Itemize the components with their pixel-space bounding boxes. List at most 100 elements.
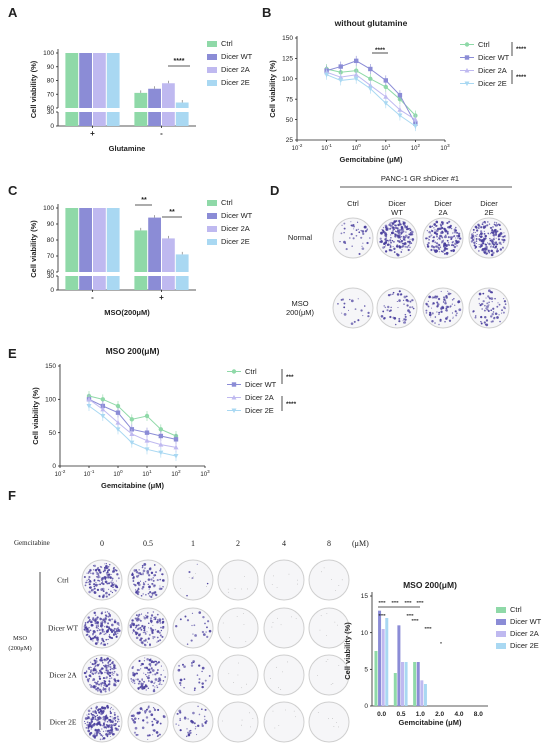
colony [395, 220, 398, 223]
colony [349, 298, 351, 301]
colony [89, 637, 92, 639]
data-point [129, 417, 135, 422]
colony [398, 245, 401, 248]
colony [97, 567, 100, 569]
dish-plate [263, 701, 305, 743]
colony [497, 238, 500, 241]
legend-label: Dicer 2A [510, 629, 539, 638]
colony [132, 679, 136, 683]
colony [446, 239, 449, 242]
colony [159, 639, 162, 642]
colony [444, 247, 448, 250]
colony [97, 683, 101, 686]
colony [112, 675, 114, 677]
colony [132, 681, 134, 684]
colony [86, 721, 89, 724]
colony [396, 245, 399, 248]
colony [159, 585, 161, 587]
bar [381, 629, 385, 706]
colony [360, 236, 363, 239]
y-tick-label: 125 [282, 56, 293, 63]
colony [411, 306, 414, 309]
bar [401, 662, 404, 706]
colony [387, 240, 389, 242]
colony [106, 573, 110, 577]
colony [446, 232, 449, 235]
colony [94, 665, 96, 667]
colony [138, 587, 140, 589]
colony [131, 619, 134, 622]
colony [144, 657, 146, 659]
legend-swatch [496, 619, 506, 625]
colony [400, 251, 402, 253]
colony [145, 689, 147, 691]
colony [504, 303, 507, 305]
colony [457, 232, 461, 236]
colony [392, 230, 394, 232]
legend-label: Dicer 2A [221, 65, 250, 74]
colony [97, 623, 99, 625]
colony [139, 619, 142, 622]
colony [85, 727, 88, 729]
colony [493, 317, 496, 320]
colony [411, 299, 413, 301]
data-point [115, 403, 121, 409]
colony [447, 242, 450, 244]
colony [490, 253, 494, 257]
colony [160, 629, 163, 632]
colony [362, 315, 364, 317]
bar [175, 254, 189, 272]
dose-label: 2 [236, 539, 240, 548]
colony [392, 316, 395, 319]
legend-label: Dicer 2E [510, 641, 539, 650]
colony [186, 594, 188, 597]
colony [184, 716, 187, 719]
colony [403, 295, 407, 299]
colony [113, 627, 116, 630]
colony [92, 679, 94, 682]
colony [450, 249, 453, 252]
y-tick-label: 5 [364, 667, 368, 674]
bar [397, 625, 401, 706]
colony [152, 591, 156, 595]
colony [110, 733, 112, 735]
colony [285, 709, 286, 711]
colony [93, 578, 96, 581]
culture-dish [263, 607, 305, 649]
colony [137, 734, 139, 736]
colony [191, 624, 193, 627]
colony [383, 242, 386, 246]
legend-swatch [496, 607, 506, 613]
colony [85, 629, 89, 633]
colony [222, 622, 224, 624]
colony [102, 640, 104, 642]
colony [457, 242, 459, 244]
colony [403, 322, 405, 324]
dose-unit: (μM) [352, 539, 369, 548]
colony [102, 718, 105, 721]
colony [110, 574, 112, 576]
colony [482, 300, 485, 303]
colony [317, 712, 319, 714]
colony [146, 675, 148, 678]
colony [154, 628, 157, 631]
colony [362, 232, 365, 236]
colony [85, 670, 88, 672]
colony [131, 717, 133, 720]
colony [132, 719, 135, 722]
colony [428, 235, 431, 238]
colony [147, 668, 150, 671]
colony [141, 564, 144, 567]
colony [104, 719, 106, 722]
colony [402, 242, 404, 245]
colony [133, 720, 137, 724]
colony [387, 227, 389, 230]
colony [151, 631, 154, 635]
colony [323, 567, 325, 569]
colony [108, 563, 111, 566]
colony [389, 222, 391, 224]
colony [143, 582, 145, 584]
colony [458, 308, 462, 312]
colony [88, 586, 91, 589]
